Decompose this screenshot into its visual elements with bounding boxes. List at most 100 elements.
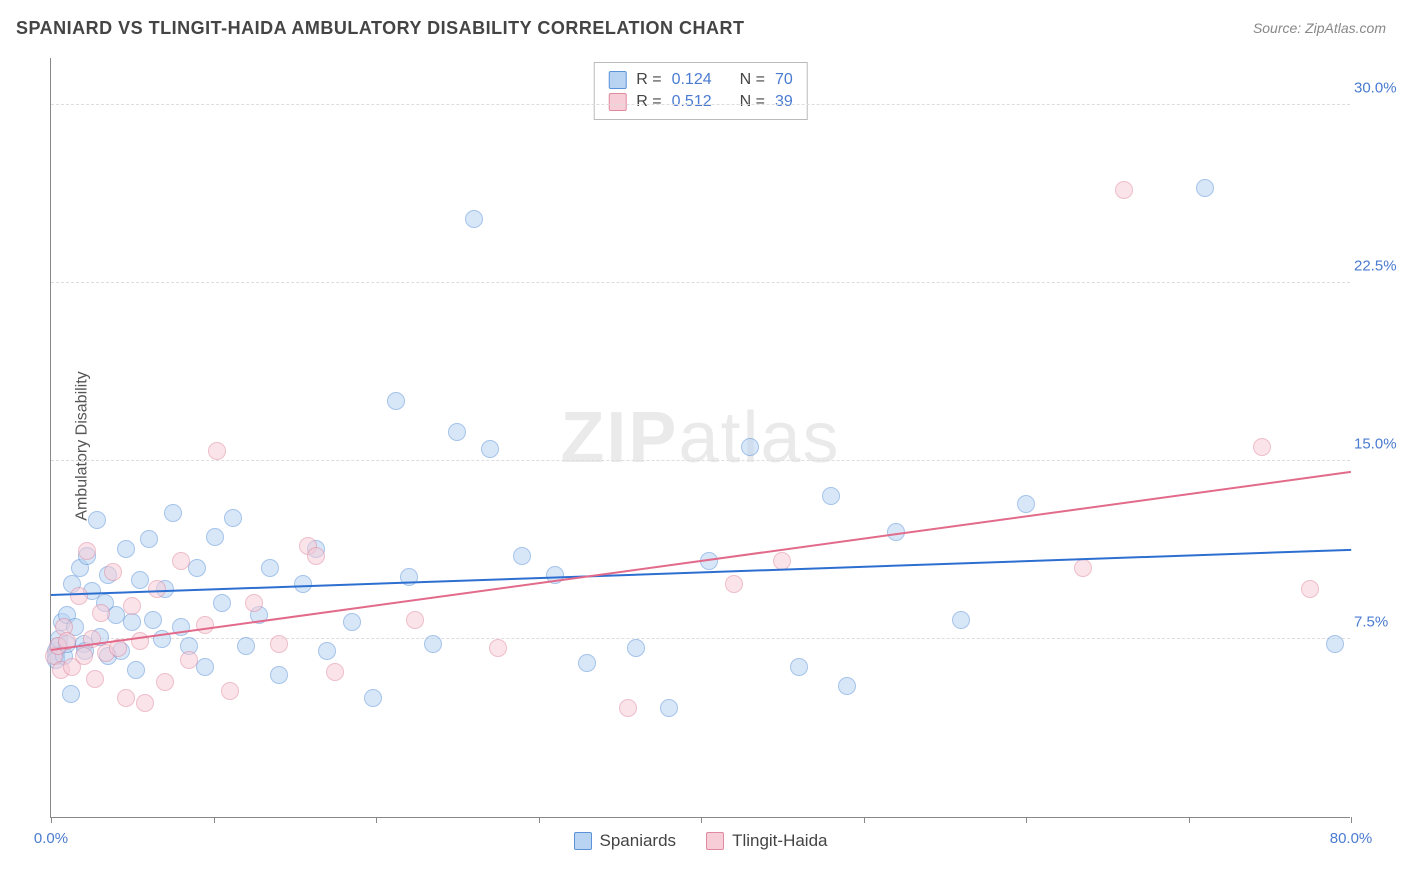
data-point [136, 694, 154, 712]
data-point [172, 552, 190, 570]
data-point [196, 658, 214, 676]
data-point [86, 670, 104, 688]
legend-swatch [574, 832, 592, 850]
data-point [952, 611, 970, 629]
y-tick-label: 7.5% [1354, 613, 1406, 630]
x-tick-label: 80.0% [1330, 830, 1373, 847]
x-tick [701, 817, 702, 823]
data-point [838, 677, 856, 695]
data-point [481, 440, 499, 458]
data-point [117, 689, 135, 707]
data-point [261, 559, 279, 577]
data-point [127, 661, 145, 679]
chart-title: SPANIARD VS TLINGIT-HAIDA AMBULATORY DIS… [16, 18, 745, 39]
source-attribution: Source: ZipAtlas.com [1253, 20, 1386, 36]
r-label: R = [636, 93, 661, 111]
legend-swatch [608, 71, 626, 89]
data-point [773, 552, 791, 570]
data-point [196, 616, 214, 634]
data-point [188, 559, 206, 577]
data-point [206, 528, 224, 546]
x-tick [864, 817, 865, 823]
gridline [51, 460, 1350, 461]
legend-series: Spaniards Tlingit-Haida [574, 831, 828, 851]
x-tick [214, 817, 215, 823]
data-point [208, 442, 226, 460]
data-point [406, 611, 424, 629]
data-point [104, 563, 122, 581]
data-point [224, 509, 242, 527]
data-point [513, 547, 531, 565]
x-tick [1026, 817, 1027, 823]
data-point [123, 613, 141, 631]
r-value: 0.124 [672, 71, 712, 89]
data-point [318, 642, 336, 660]
x-tick [539, 817, 540, 823]
data-point [387, 392, 405, 410]
data-point [1301, 580, 1319, 598]
n-label: N = [740, 71, 765, 89]
data-point [237, 637, 255, 655]
legend-series-item: Spaniards [574, 831, 677, 851]
r-label: R = [636, 71, 661, 89]
data-point [627, 639, 645, 657]
y-tick-label: 22.5% [1354, 257, 1406, 274]
legend-series-item: Tlingit-Haida [706, 831, 827, 851]
data-point [1074, 559, 1092, 577]
r-value: 0.512 [672, 93, 712, 111]
legend-stats: R = 0.124 N = 70 R = 0.512 N = 39 [593, 62, 808, 120]
data-point [741, 438, 759, 456]
y-tick-label: 15.0% [1354, 435, 1406, 452]
legend-series-label: Tlingit-Haida [732, 831, 827, 851]
data-point [117, 540, 135, 558]
data-point [660, 699, 678, 717]
x-tick [51, 817, 52, 823]
data-point [156, 673, 174, 691]
data-point [88, 511, 106, 529]
data-point [619, 699, 637, 717]
data-point [270, 635, 288, 653]
data-point [131, 571, 149, 589]
legend-swatch [608, 93, 626, 111]
data-point [213, 594, 231, 612]
data-point [343, 613, 361, 631]
legend-swatch [706, 832, 724, 850]
data-point [326, 663, 344, 681]
data-point [364, 689, 382, 707]
x-tick [1351, 817, 1352, 823]
data-point [180, 651, 198, 669]
data-point [1253, 438, 1271, 456]
data-point [70, 587, 88, 605]
x-tick-label: 0.0% [34, 830, 68, 847]
trend-line [51, 471, 1351, 651]
data-point [790, 658, 808, 676]
data-point [62, 685, 80, 703]
n-value: 39 [775, 93, 793, 111]
data-point [270, 666, 288, 684]
data-point [144, 611, 162, 629]
y-tick-label: 30.0% [1354, 79, 1406, 96]
data-point [221, 682, 239, 700]
gridline [51, 104, 1350, 105]
data-point [822, 487, 840, 505]
data-point [725, 575, 743, 593]
data-point [465, 210, 483, 228]
scatter-chart: ZIPatlas R =0.124N =70R =0.512N =39 Span… [50, 58, 1350, 818]
gridline [51, 282, 1350, 283]
legend-stat-row: R = 0.512 N = 39 [608, 91, 793, 113]
legend-stat-row: R = 0.124 N = 70 [608, 69, 793, 91]
n-value: 70 [775, 71, 793, 89]
data-point [578, 654, 596, 672]
data-point [245, 594, 263, 612]
legend-series-label: Spaniards [600, 831, 677, 851]
data-point [307, 547, 325, 565]
n-label: N = [740, 93, 765, 111]
x-tick [1189, 817, 1190, 823]
data-point [140, 530, 158, 548]
data-point [424, 635, 442, 653]
data-point [75, 647, 93, 665]
data-point [489, 639, 507, 657]
x-tick [376, 817, 377, 823]
data-point [1115, 181, 1133, 199]
data-point [123, 597, 141, 615]
